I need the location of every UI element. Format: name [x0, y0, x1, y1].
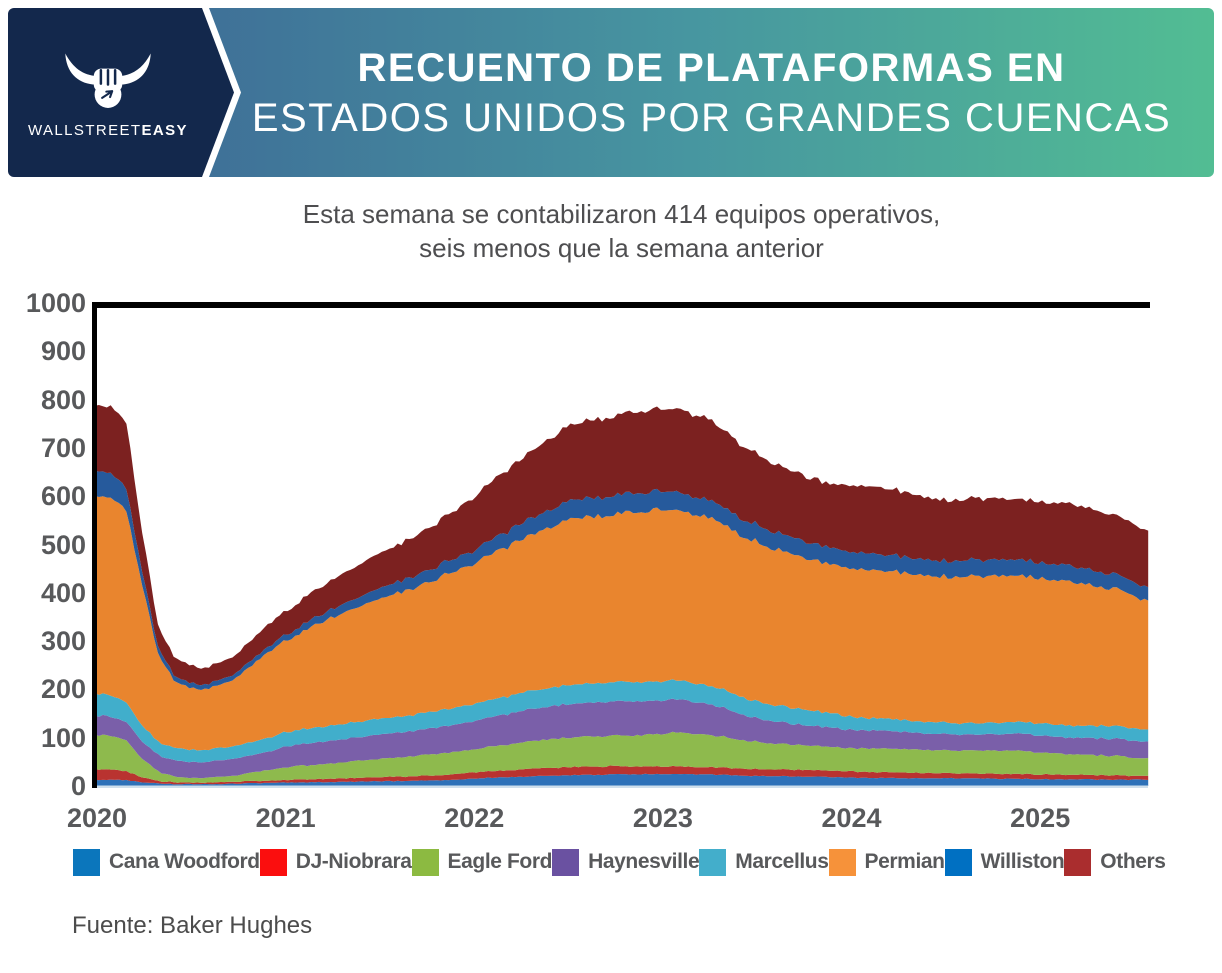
chart-legend: Cana Woodford DJ-Niobrara Eagle Ford Haynes… — [73, 845, 1166, 879]
chart-subtitle-line2: seis menos que la semana anterior — [419, 233, 824, 263]
area-haynesville — [95, 698, 1149, 779]
y-tick-label-600: 600 — [40, 481, 86, 512]
y-tick-label-300: 300 — [40, 626, 86, 657]
legend-item-williston: Williston — [944, 848, 1065, 876]
area-eagle_ford — [95, 731, 1149, 783]
chart-subtitle: Esta semana se contabilizaron 414 equipo… — [95, 197, 1148, 265]
x-tick-label-2021: 2021 — [255, 803, 316, 833]
plot-top-border — [92, 302, 1150, 308]
legend-item-haynesville: Haynesville — [552, 848, 700, 876]
y-tick-label-0: 0 — [70, 771, 86, 801]
y-tick-label-700: 700 — [40, 432, 86, 463]
x-tick-label-2025: 2025 — [1010, 803, 1071, 833]
header-banner: RECUENTO DE PLATAFORMAS EN ESTADOS UNIDO… — [8, 8, 1214, 177]
page-title-line2: ESTADOS UNIDOS POR GRANDES CUENCAS — [251, 95, 1172, 140]
legend-item-permian: Permian — [828, 848, 945, 876]
legend-item-cana_woodford: Cana Woodford — [73, 848, 260, 876]
area-permian — [95, 495, 1149, 751]
legend-swatch-permian — [828, 848, 856, 876]
x-tick-label-2023: 2023 — [632, 803, 693, 833]
brand-prefix: WALLSTREET — [28, 122, 142, 139]
bull-fist-icon — [53, 46, 163, 118]
y-axis-line — [92, 302, 97, 788]
y-tick-label-500: 500 — [40, 529, 86, 560]
legend-label-dj_niobrara: DJ-Niobrara — [295, 850, 412, 873]
legend-item-others: Others — [1064, 848, 1166, 876]
legend-swatch-dj_niobrara — [259, 848, 287, 876]
area-dj_niobrara — [95, 765, 1149, 785]
legend-item-marcellus: Marcellus — [699, 848, 829, 876]
legend-label-eagle_ford: Eagle Ford — [447, 850, 553, 873]
legend-label-others: Others — [1100, 850, 1166, 873]
y-tick-label-100: 100 — [40, 722, 86, 753]
legend-label-williston: Williston — [980, 850, 1065, 873]
legend-swatch-cana_woodford — [73, 848, 100, 876]
area-cana_woodford — [95, 773, 1149, 786]
y-tick-label-900: 900 — [40, 336, 86, 367]
brand-wordmark: WALLSTREETEASY — [28, 122, 188, 139]
x-tick-label-2022: 2022 — [444, 803, 505, 833]
x-tick-label-2020: 2020 — [66, 803, 128, 833]
x-tick-label-2024: 2024 — [821, 803, 882, 833]
legend-label-haynesville: Haynesville — [588, 850, 700, 873]
legend-label-cana_woodford: Cana Woodford — [109, 850, 260, 873]
legend-swatch-others — [1064, 848, 1092, 876]
area-others — [95, 405, 1149, 686]
legend-swatch-marcellus — [699, 848, 727, 876]
source-note: Fuente: Baker Hughes — [72, 912, 313, 939]
brand-block: WALLSTREETEASY — [8, 8, 234, 177]
legend-swatch-williston — [944, 848, 972, 876]
chart-subtitle-line1: Esta semana se contabilizaron 414 equipo… — [302, 199, 941, 229]
brand-suffix: EASY — [141, 122, 188, 139]
legend-item-dj_niobrara: DJ-Niobrara — [259, 848, 412, 876]
header-title-panel: RECUENTO DE PLATAFORMAS EN ESTADOS UNIDO… — [209, 8, 1214, 177]
page-title-line1: RECUENTO DE PLATAFORMAS EN — [357, 45, 1066, 90]
legend-label-permian: Permian — [864, 850, 945, 873]
area-marcellus — [95, 679, 1149, 763]
y-tick-label-400: 400 — [40, 577, 86, 608]
y-tick-label-200: 200 — [40, 674, 86, 705]
legend-swatch-haynesville — [552, 848, 580, 876]
chart-areas — [95, 405, 1149, 786]
x-axis-baseline — [97, 785, 1148, 788]
y-tick-label-1000: 1000 — [25, 288, 86, 318]
legend-swatch-eagle_ford — [411, 848, 439, 876]
y-tick-label-800: 800 — [40, 384, 86, 415]
legend-label-marcellus: Marcellus — [735, 850, 829, 873]
legend-item-eagle_ford: Eagle Ford — [411, 848, 553, 876]
